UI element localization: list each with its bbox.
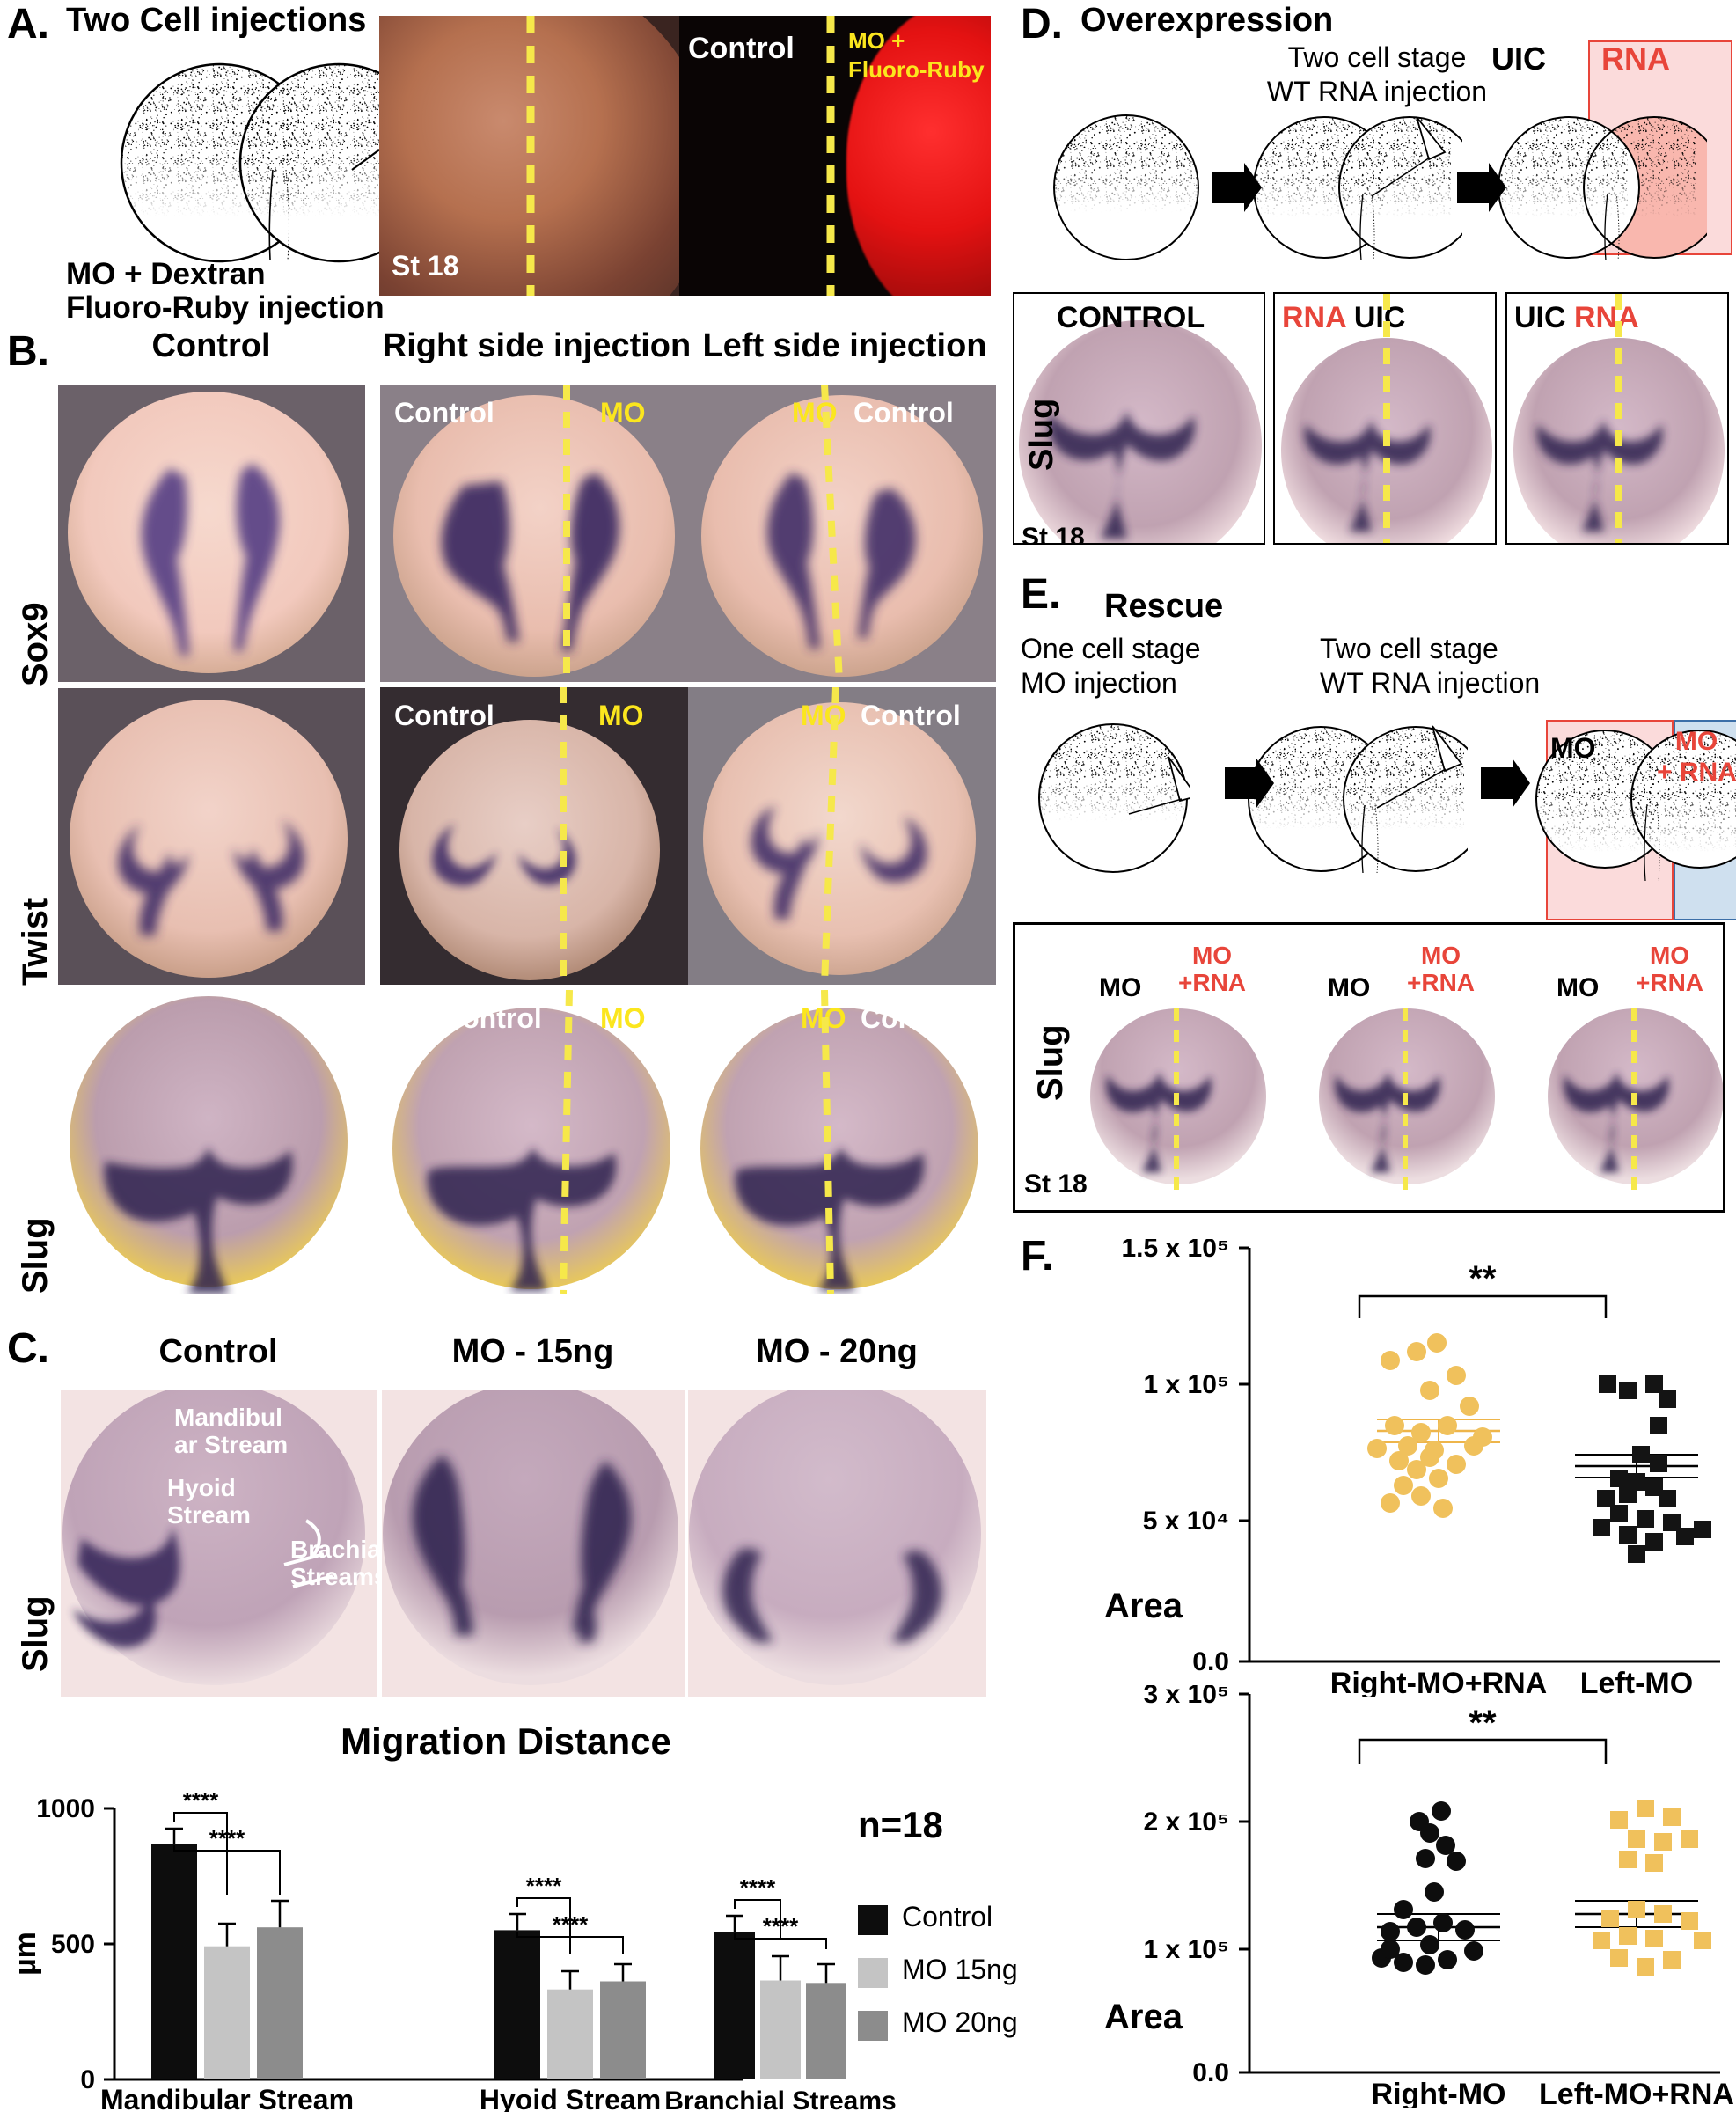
svg-text:0: 0	[80, 2065, 95, 2094]
svg-text:2 x 10⁵: 2 x 10⁵	[1144, 1808, 1230, 1837]
svg-text:****: ****	[526, 1873, 562, 1899]
svg-text:0.0: 0.0	[1192, 1647, 1229, 1676]
svg-text:Area: Area	[1104, 1587, 1183, 1625]
svg-text:1 x 10⁵: 1 x 10⁵	[1144, 1935, 1230, 1964]
svg-text:Area: Area	[1104, 1998, 1183, 2036]
svg-text:1 x 10⁵: 1 x 10⁵	[1144, 1370, 1230, 1399]
svg-text:Branchial Streams: Branchial Streams	[664, 2086, 896, 2112]
svg-text:1000: 1000	[36, 1794, 95, 1823]
svg-text:**: **	[1469, 1259, 1497, 1298]
svg-text:****: ****	[763, 1913, 799, 1940]
svg-text:5 x 10⁴: 5 x 10⁴	[1143, 1507, 1229, 1536]
svg-text:3 x 10⁵: 3 x 10⁵	[1144, 1685, 1230, 1709]
svg-text:**: **	[1469, 1704, 1497, 1742]
svg-text:****: ****	[183, 1791, 219, 1814]
svg-text:Right-MO: Right-MO	[1372, 2078, 1506, 2108]
svg-text:****: ****	[209, 1825, 245, 1852]
svg-text:1.5 x 10⁵: 1.5 x 10⁵	[1121, 1239, 1229, 1263]
svg-text:****: ****	[740, 1874, 776, 1901]
svg-text:µm: µm	[9, 1932, 42, 1976]
svg-text:****: ****	[553, 1911, 589, 1938]
svg-text:Mandibular Stream: Mandibular Stream	[100, 2084, 354, 2112]
svg-text:500: 500	[51, 1930, 95, 1959]
svg-text:Left-MO+RNA: Left-MO+RNA	[1539, 2078, 1734, 2108]
svg-text:0.0: 0.0	[1192, 2058, 1229, 2087]
svg-text:Hyoid Stream: Hyoid Stream	[480, 2084, 661, 2112]
